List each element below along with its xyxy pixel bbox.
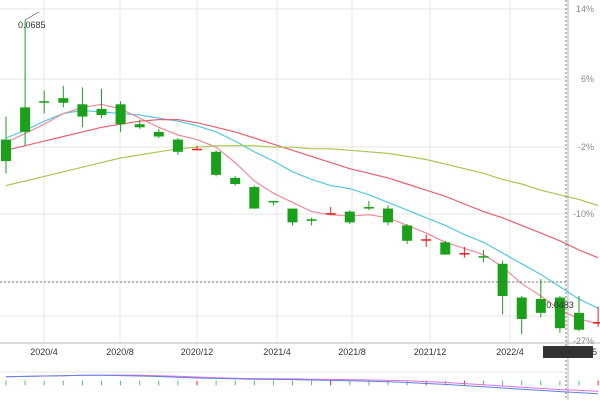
candle-body [211,151,222,175]
x-tick-label: 2021/8 [338,347,366,357]
candle-body [192,148,202,151]
candle-body [1,139,11,162]
candle-body [363,207,374,209]
crosshair-date-label: 2022/07/29 [545,347,590,357]
x-tick-label: 2020/8 [106,347,134,357]
candle-body [478,256,489,258]
candle-body [287,208,298,223]
max-annotation: 0.0685 [18,20,46,30]
x-tick-label: 2021/12 [414,347,447,357]
y-tick-label: -2% [578,142,594,152]
candle-body [249,187,260,209]
crosshair-date-badge [543,346,593,358]
candle-body [325,213,336,215]
y-tick-label: -10% [573,209,594,219]
volume-line-0 [5,374,599,392]
candle-body [383,208,393,223]
candle-body [516,297,527,319]
candle-body [459,253,470,255]
ma-line-0 [5,109,599,309]
candle-body [20,107,31,132]
candle-body [172,139,183,152]
y-tick-label: 6% [581,74,594,84]
candle-body [58,98,69,103]
volume-line-1 [5,374,599,395]
candle-body [344,211,355,223]
candle-body [402,225,413,241]
min-annotation: 0.0483 [546,300,574,310]
candle-body [535,299,546,313]
max-annotation-leader [24,11,40,21]
ma-line-2 [5,118,599,259]
candle-body [593,322,600,324]
candle-body [77,104,88,117]
x-tick-label: 2020/4 [30,347,58,357]
candle-body [134,124,145,128]
candle-body [230,177,241,185]
candle-body [574,312,584,330]
y-tick-label: -27% [573,336,594,346]
y-tick-label: 14% [576,4,594,14]
candle-body [440,242,451,255]
candle-body [421,239,432,241]
candle-body [96,108,107,116]
crosshair-right-label: 5 [592,347,597,357]
candle-body [153,131,164,137]
x-tick-label: 2020/12 [181,347,214,357]
x-tick-label: 2022/4 [496,347,524,357]
ma-line-3 [5,145,599,207]
candle-body [306,219,317,221]
candle-body [497,263,508,296]
candle-body [115,104,126,125]
candle-body [554,297,565,329]
candle-body [39,101,50,103]
x-tick-label: 2021/4 [263,347,291,357]
candle-body [268,200,279,203]
